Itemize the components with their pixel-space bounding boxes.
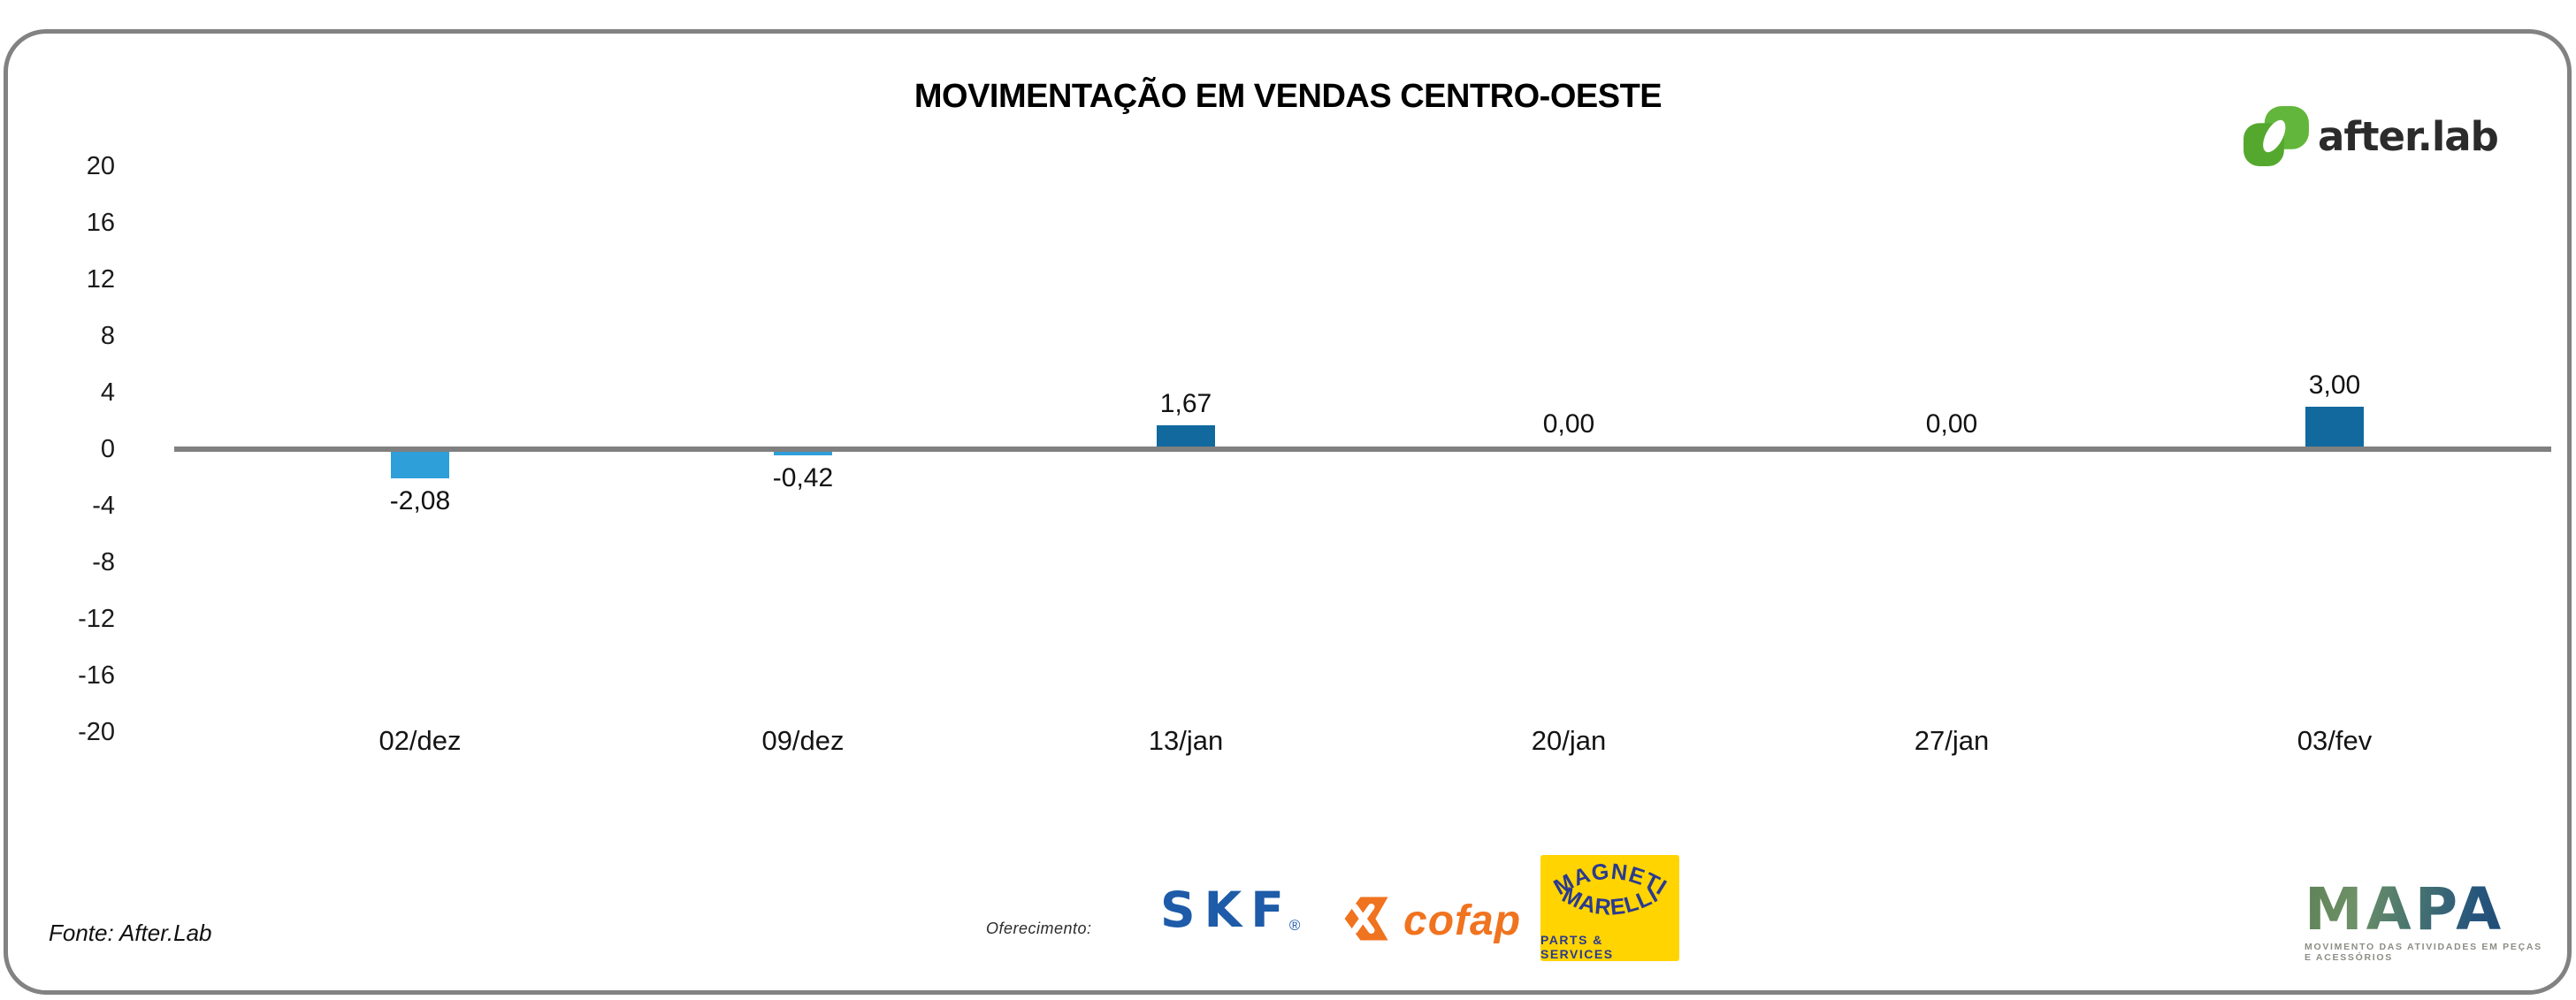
y-axis-tick-label: 16 [86,209,115,237]
bar-value-label: -2,08 [389,486,451,516]
skf-registered-mark: ® [1288,917,1301,934]
magneti-marelli-logo: MAGNETI MARELLI PARTS & SERVICES [1540,855,1679,961]
cofap-arrow-icon [1338,895,1396,947]
x-axis-label: 02/dez [378,725,462,756]
y-axis-tick-label: -8 [92,548,115,576]
y-axis-tick-label: 12 [86,265,115,294]
mapa-logo: MAPA MOVIMENTO DAS ATIVIDADES EM PEÇAS E… [2305,881,2543,964]
x-axis-label: 13/jan [1148,725,1224,756]
y-axis-tick-label: -16 [78,661,115,690]
skf-logo-text: SKF [1160,882,1293,938]
x-axis-label: 09/dez [761,725,845,756]
bar-02/dez [391,449,449,479]
y-axis-tick-label: 0 [100,435,115,463]
skf-logo: SKF ® [1160,886,1300,935]
magneti-parts-services-text: PARTS & SERVICES [1540,933,1614,961]
y-axis-tick-label: -4 [92,492,115,520]
afterlab-logo: after.lab [2243,106,2499,166]
bar-value-label: -0,42 [772,462,834,492]
sponsor-label: Oferecimento: [986,920,1092,937]
afterlab-logo-text: after.lab [2318,112,2499,160]
y-axis-tick-label: 20 [86,152,115,180]
bar-value-label: 3,00 [2308,370,2361,400]
y-axis-tick-label: -20 [78,718,115,746]
magneti-marelli-arc-text: MAGNETI MARELLI [1550,859,1670,920]
x-axis-zero-line [174,447,2551,452]
bar-value-label: 0,00 [1925,409,1978,439]
bar-13/jan [1157,425,1215,449]
bar-09/dez [774,449,832,455]
chart-title: MOVIMENTAÇÃO EM VENDAS CENTRO-OESTE [913,78,1663,115]
bar-03/fev [2305,407,2364,449]
y-axis-tick-label: 4 [100,378,115,407]
mapa-tagline: MOVIMENTO DAS ATIVIDADES EM PEÇAS E ACES… [2305,942,2542,963]
mapa-logo-text: MAPA [2305,881,2543,939]
source-note: Fonte: After.Lab [49,920,212,946]
afterlab-leaf-icon [2243,106,2309,166]
x-axis-label: 20/jan [1531,725,1607,756]
y-axis-tick-label: 8 [100,322,115,350]
cofap-logo: cofap [1338,895,1521,947]
cofap-logo-text: cofap [1403,897,1522,944]
x-axis-label: 03/fev [2297,725,2373,756]
y-axis-tick-label: -12 [78,605,115,633]
svg-text:MARELLI: MARELLI [1558,882,1663,920]
bar-value-label: 0,00 [1542,409,1595,439]
x-axis-label: 27/jan [1914,725,1990,756]
bar-value-label: 1,67 [1159,389,1212,419]
